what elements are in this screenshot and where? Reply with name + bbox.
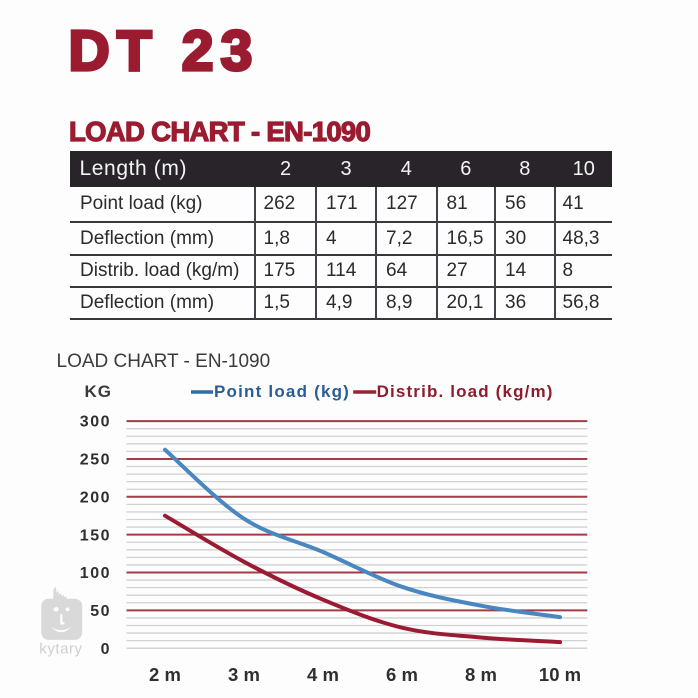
svg-text:4 m: 4 m	[307, 664, 339, 685]
svg-text:3 m: 3 m	[228, 664, 260, 685]
svg-text:50: 50	[90, 603, 111, 620]
svg-text:2 m: 2 m	[149, 664, 181, 685]
svg-text:150: 150	[80, 527, 111, 544]
svg-text:6 m: 6 m	[386, 664, 418, 685]
svg-text:10 m: 10 m	[539, 664, 581, 685]
svg-text:250: 250	[80, 452, 111, 469]
svg-text:kytary: kytary	[39, 641, 82, 658]
svg-text:0: 0	[101, 641, 111, 658]
svg-text:100: 100	[80, 565, 111, 582]
svg-text:200: 200	[80, 489, 111, 506]
svg-text:8 m: 8 m	[465, 664, 497, 685]
svg-text:300: 300	[80, 414, 111, 431]
